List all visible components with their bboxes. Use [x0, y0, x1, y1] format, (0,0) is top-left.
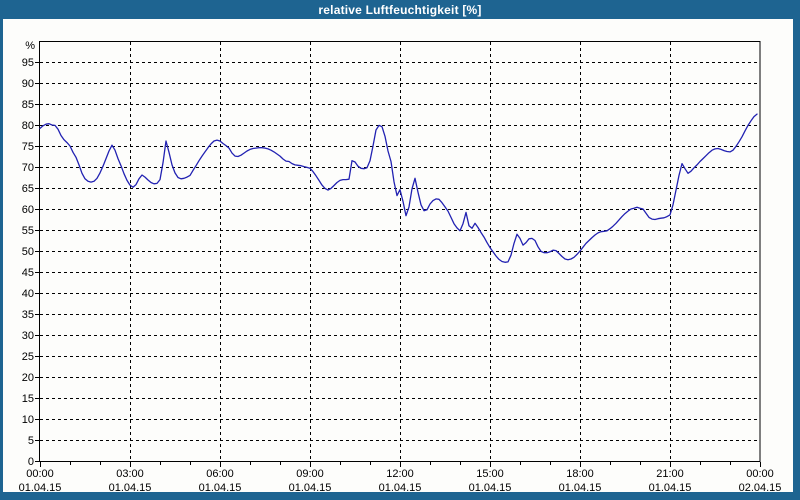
y-tick-label: 55 [22, 225, 34, 237]
x-date-label: 01.04.15 [19, 482, 62, 494]
y-tick-label: 40 [22, 288, 34, 300]
y-tick-label: 10 [22, 414, 34, 426]
y-tick-label: 80 [22, 120, 34, 132]
y-tick-label: 90 [22, 78, 34, 90]
y-tick-label: 70 [22, 162, 34, 174]
chart-area [3, 19, 793, 492]
y-tick-label: 45 [22, 267, 34, 279]
x-date-label: 01.04.15 [379, 482, 422, 494]
y-tick-label: 65 [22, 183, 34, 195]
y-tick-label: 20 [22, 372, 34, 384]
y-tick-label: 35 [22, 309, 34, 321]
y-tick-label: 95 [22, 57, 34, 69]
y-tick-label: 25 [22, 351, 34, 363]
x-time-label: 21:00 [656, 468, 684, 480]
y-tick-label: 15 [22, 393, 34, 405]
x-time-label: 15:00 [476, 468, 504, 480]
y-tick-label: 30 [22, 330, 34, 342]
y-tick-label: 50 [22, 246, 34, 258]
x-time-label: 12:00 [386, 468, 414, 480]
x-date-label: 01.04.15 [469, 482, 512, 494]
x-time-label: 09:00 [296, 468, 324, 480]
x-time-label: 00:00 [26, 468, 54, 480]
window-border-bottom [0, 492, 800, 500]
x-date-label: 01.04.15 [559, 482, 602, 494]
y-tick-label: 75 [22, 141, 34, 153]
x-date-label: 01.04.15 [289, 482, 332, 494]
y-tick-label: 0 [28, 456, 34, 468]
window-border-right [793, 0, 800, 500]
plot-border [39, 41, 761, 462]
x-date-label: 01.04.15 [109, 482, 152, 494]
x-time-label: 03:00 [116, 468, 144, 480]
x-date-label: 02.04.15 [739, 482, 782, 494]
x-time-label: 06:00 [206, 468, 234, 480]
x-date-label: 01.04.15 [199, 482, 242, 494]
chart-title: relative Luftfeuchtigkeit [%] [318, 2, 482, 17]
x-time-label: 00:00 [746, 468, 774, 480]
window-border-left [0, 0, 3, 500]
y-unit-label: % [25, 40, 35, 52]
y-tick-label: 85 [22, 99, 34, 111]
y-tick-label: 5 [28, 435, 34, 447]
y-tick-label: 60 [22, 204, 34, 216]
x-time-label: 18:00 [566, 468, 594, 480]
humidity-line [39, 113, 758, 263]
title-bar: relative Luftfeuchtigkeit [%] [0, 0, 800, 19]
x-date-label: 01.04.15 [649, 482, 692, 494]
